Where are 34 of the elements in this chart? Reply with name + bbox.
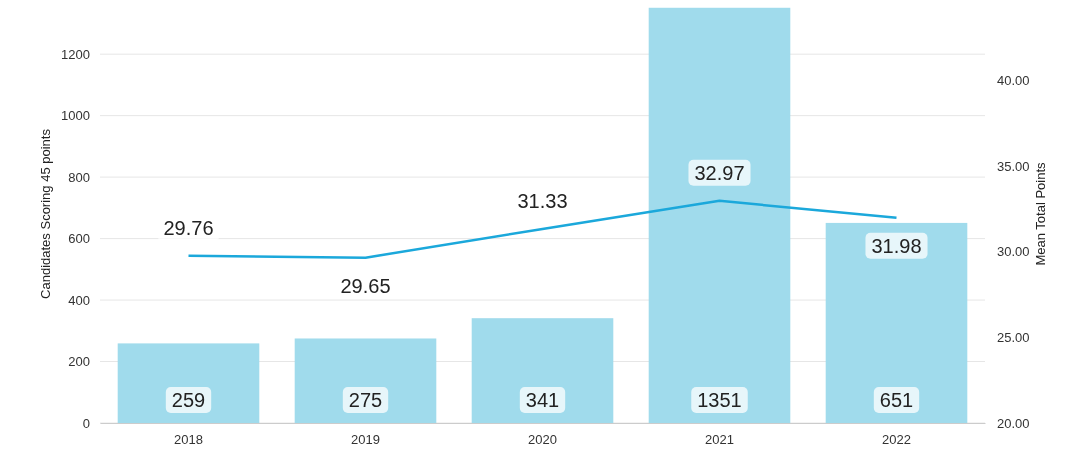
data-label: 341 <box>525 389 560 411</box>
y2-tick-label: 35.00 <box>997 158 1030 174</box>
x-tick-label: 2018 <box>174 432 203 448</box>
data-label: 275 <box>348 389 383 411</box>
x-tick-label: 2022 <box>882 432 911 448</box>
y-tick-label: 600 <box>68 231 90 247</box>
y-tick-label: 0 <box>82 415 90 431</box>
y2-tick-label: 30.00 <box>997 244 1030 260</box>
x-tick-label: 2021 <box>705 432 734 448</box>
data-label: 651 <box>879 389 914 411</box>
y2-axis-title: Mean Total Points <box>1033 161 1048 266</box>
bar <box>648 7 791 423</box>
bar <box>294 338 437 423</box>
y-tick-label: 1000 <box>61 108 90 124</box>
y-tick-label: 400 <box>68 292 90 308</box>
x-tick-label: 2019 <box>351 432 380 448</box>
data-label: 32.97 <box>694 161 745 184</box>
y-tick-label: 200 <box>68 354 90 370</box>
bar <box>825 222 968 423</box>
bar <box>117 343 260 423</box>
y-tick-label: 800 <box>68 169 90 185</box>
data-label: 259 <box>171 389 206 411</box>
x-tick-label: 2020 <box>528 432 557 448</box>
data-label: 1351 <box>697 389 742 411</box>
bar <box>471 318 614 423</box>
data-label: 29.65 <box>340 274 391 297</box>
data-label: 29.76 <box>163 216 214 239</box>
y2-tick-label: 25.00 <box>997 330 1030 345</box>
y-tick-label: 1200 <box>61 46 90 62</box>
data-label: 31.98 <box>871 234 922 257</box>
data-label: 31.33 <box>517 189 568 212</box>
y2-tick-label: 40.00 <box>997 73 1030 89</box>
y2-tick-label: 20.00 <box>997 415 1030 431</box>
y-axis-title: Candidates Scoring 45 points <box>38 128 53 299</box>
